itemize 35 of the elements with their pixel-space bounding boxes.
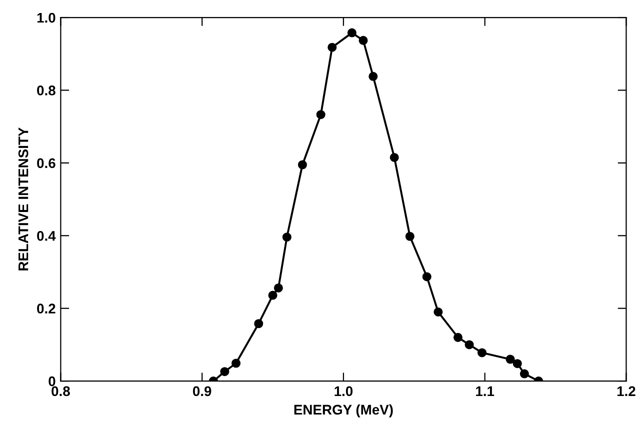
point [453, 332, 462, 342]
x-axis-title: ENERGY (MeV) [294, 404, 393, 418]
point [520, 369, 529, 378]
point [422, 272, 432, 282]
point [298, 160, 307, 170]
point [347, 28, 356, 38]
y-tick-label: 0.2 [37, 304, 56, 314]
y-tick-label: 1.0 [37, 12, 56, 23]
y-tick-label: 0 [48, 376, 56, 386]
y-axis-title: RELATIVE INTENSITY [18, 127, 28, 270]
x-tick-label: 1.1 [476, 386, 494, 396]
y-tick-label: 0.4 [37, 230, 56, 241]
point [478, 348, 487, 358]
point [254, 319, 264, 328]
point [268, 290, 278, 300]
point [506, 354, 515, 364]
point [316, 110, 326, 120]
y-tick-label: 0.8 [37, 86, 56, 96]
point [405, 232, 414, 241]
point [232, 358, 241, 368]
point [282, 232, 292, 242]
x-tick-label: 1.0 [334, 386, 353, 396]
point [434, 307, 443, 316]
point [512, 359, 522, 368]
x-tick-label: 0.9 [192, 386, 212, 396]
point [358, 36, 368, 45]
point [464, 340, 474, 350]
point [274, 283, 283, 293]
x-tick-label: 1.2 [617, 386, 636, 396]
point [368, 72, 378, 81]
y-tick-label: 0.6 [37, 158, 56, 168]
point [328, 42, 337, 52]
x-tick-label: 0.8 [52, 386, 70, 396]
point [390, 152, 399, 162]
point [220, 367, 230, 376]
